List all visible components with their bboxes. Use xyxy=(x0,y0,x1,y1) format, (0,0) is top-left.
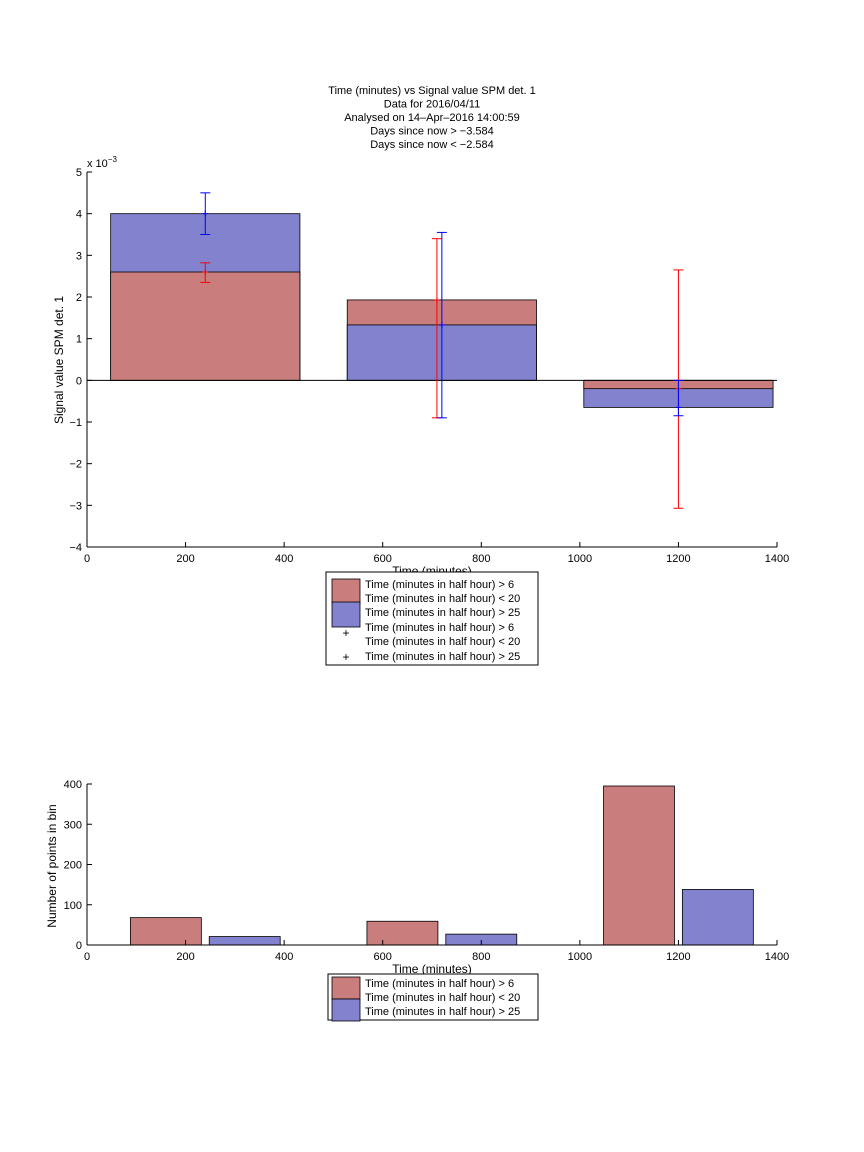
y-exponent: x 10−3 xyxy=(87,155,117,170)
x-tick-label: 1400 xyxy=(765,951,789,963)
title-line: Data for 2016/04/11 xyxy=(384,99,480,111)
signal-chart: Time (minutes) vs Signal value SPM det. … xyxy=(52,85,789,666)
y-tick-label: 4 xyxy=(76,209,82,221)
y-tick-label: −1 xyxy=(69,417,82,429)
axes: 0 200 400 600 800 1000 1200 1400 −4 −3 −2 −1 0 1 2 3 4 5 xyxy=(69,167,789,565)
legend-label: Time (minutes in half hour) > 6 xyxy=(365,579,514,591)
legend: Time (minutes in half hour) > 6 Time (mi… xyxy=(325,571,539,666)
y-axis-label: Signal value SPM det. 1 xyxy=(52,296,66,424)
x-axis-label: Time (minutes) xyxy=(392,962,472,976)
legend-box xyxy=(325,571,539,666)
bar-series-1 xyxy=(129,917,202,946)
y-tick-label: 300 xyxy=(64,819,82,831)
legend-label: Time (minutes in half hour) > 25 xyxy=(365,651,520,663)
bars xyxy=(87,213,777,408)
title-line: Days since now > −3.584 xyxy=(370,126,494,138)
x-tick-label: 0 xyxy=(84,553,90,565)
bar-series-1 xyxy=(603,785,675,946)
x-tick-label: 1400 xyxy=(765,553,789,565)
y-tick-label: 400 xyxy=(64,779,82,791)
x-tick-label: 0 xyxy=(84,951,90,963)
y-tick-label: 0 xyxy=(76,940,82,952)
y-tick-label: −2 xyxy=(69,459,82,471)
y-tick-label: 0 xyxy=(76,375,82,387)
x-tick-label: 400 xyxy=(275,553,293,565)
legend-marker-series-2: + xyxy=(342,650,349,664)
y-tick-label: 5 xyxy=(76,167,82,179)
legend-swatch-series-1 xyxy=(331,578,361,605)
bar-series-2 xyxy=(681,889,754,946)
legend-swatch-series-2 xyxy=(331,601,361,628)
legend-label: Time (minutes in half hour) < 20 xyxy=(365,636,520,648)
x-tick-label: 1000 xyxy=(568,553,592,565)
y-tick-label: 1 xyxy=(76,334,82,346)
title-line: Analysed on 14–Apr–2016 14:00:59 xyxy=(344,112,520,124)
legend-label: Time (minutes in half hour) > 6 xyxy=(365,978,514,990)
legend-label: Time (minutes in half hour) > 25 xyxy=(365,607,520,619)
legend-marker-series-1: + xyxy=(342,626,349,640)
y-tick-label: 200 xyxy=(64,860,82,872)
x-tick-label: 600 xyxy=(374,951,392,963)
y-tick-label: 3 xyxy=(76,250,82,262)
bar-series-1 xyxy=(110,271,301,381)
error-bar-series-2 xyxy=(200,192,211,235)
chart-title: Time (minutes) vs Signal value SPM det. … xyxy=(328,85,535,151)
x-tick-label: 1000 xyxy=(568,951,592,963)
error-bar-series-2 xyxy=(673,379,684,417)
count-chart: 0 200 400 600 800 1000 1200 1400 0 100 200 300 400 T… xyxy=(45,779,790,1022)
x-tick-label: 200 xyxy=(176,553,194,565)
error-bar-series-1 xyxy=(200,262,211,283)
y-tick-label: 100 xyxy=(64,900,82,912)
x-tick-label: 1200 xyxy=(666,951,690,963)
x-tick-label: 400 xyxy=(275,951,293,963)
legend-label: Time (minutes in half hour) > 25 xyxy=(365,1006,520,1018)
legend-label: Time (minutes in half hour) < 20 xyxy=(365,593,520,605)
legend-box xyxy=(327,973,539,1021)
y-tick-label: −4 xyxy=(69,542,82,554)
title-line: Time (minutes) vs Signal value SPM det. … xyxy=(328,85,535,97)
bar-series-1 xyxy=(366,920,439,946)
x-tick-label: 200 xyxy=(176,951,194,963)
legend-label: Time (minutes in half hour) < 20 xyxy=(365,992,520,1004)
x-tick-label: 1200 xyxy=(666,553,690,565)
error-bars xyxy=(200,192,684,509)
axes: 0 200 400 600 800 1000 1200 1400 0 100 200 300 400 xyxy=(64,779,790,963)
error-bar-series-2 xyxy=(436,231,447,419)
y-axis-label: Number of points in bin xyxy=(45,804,59,927)
legend-swatch-series-1 xyxy=(331,976,361,1000)
title-line: Days since now < −2.584 xyxy=(370,139,494,151)
y-tick-label: 2 xyxy=(76,292,82,304)
y-tick-label: −3 xyxy=(69,500,82,512)
legend-swatch-series-2 xyxy=(331,998,361,1022)
x-tick-label: 800 xyxy=(472,553,490,565)
legend-label: Time (minutes in half hour) > 6 xyxy=(365,622,514,634)
x-tick-label: 800 xyxy=(472,951,490,963)
legend: Time (minutes in half hour) > 6 Time (mi… xyxy=(327,973,539,1022)
bars xyxy=(129,785,754,946)
bar-series-2 xyxy=(208,936,281,946)
x-tick-label: 600 xyxy=(374,553,392,565)
